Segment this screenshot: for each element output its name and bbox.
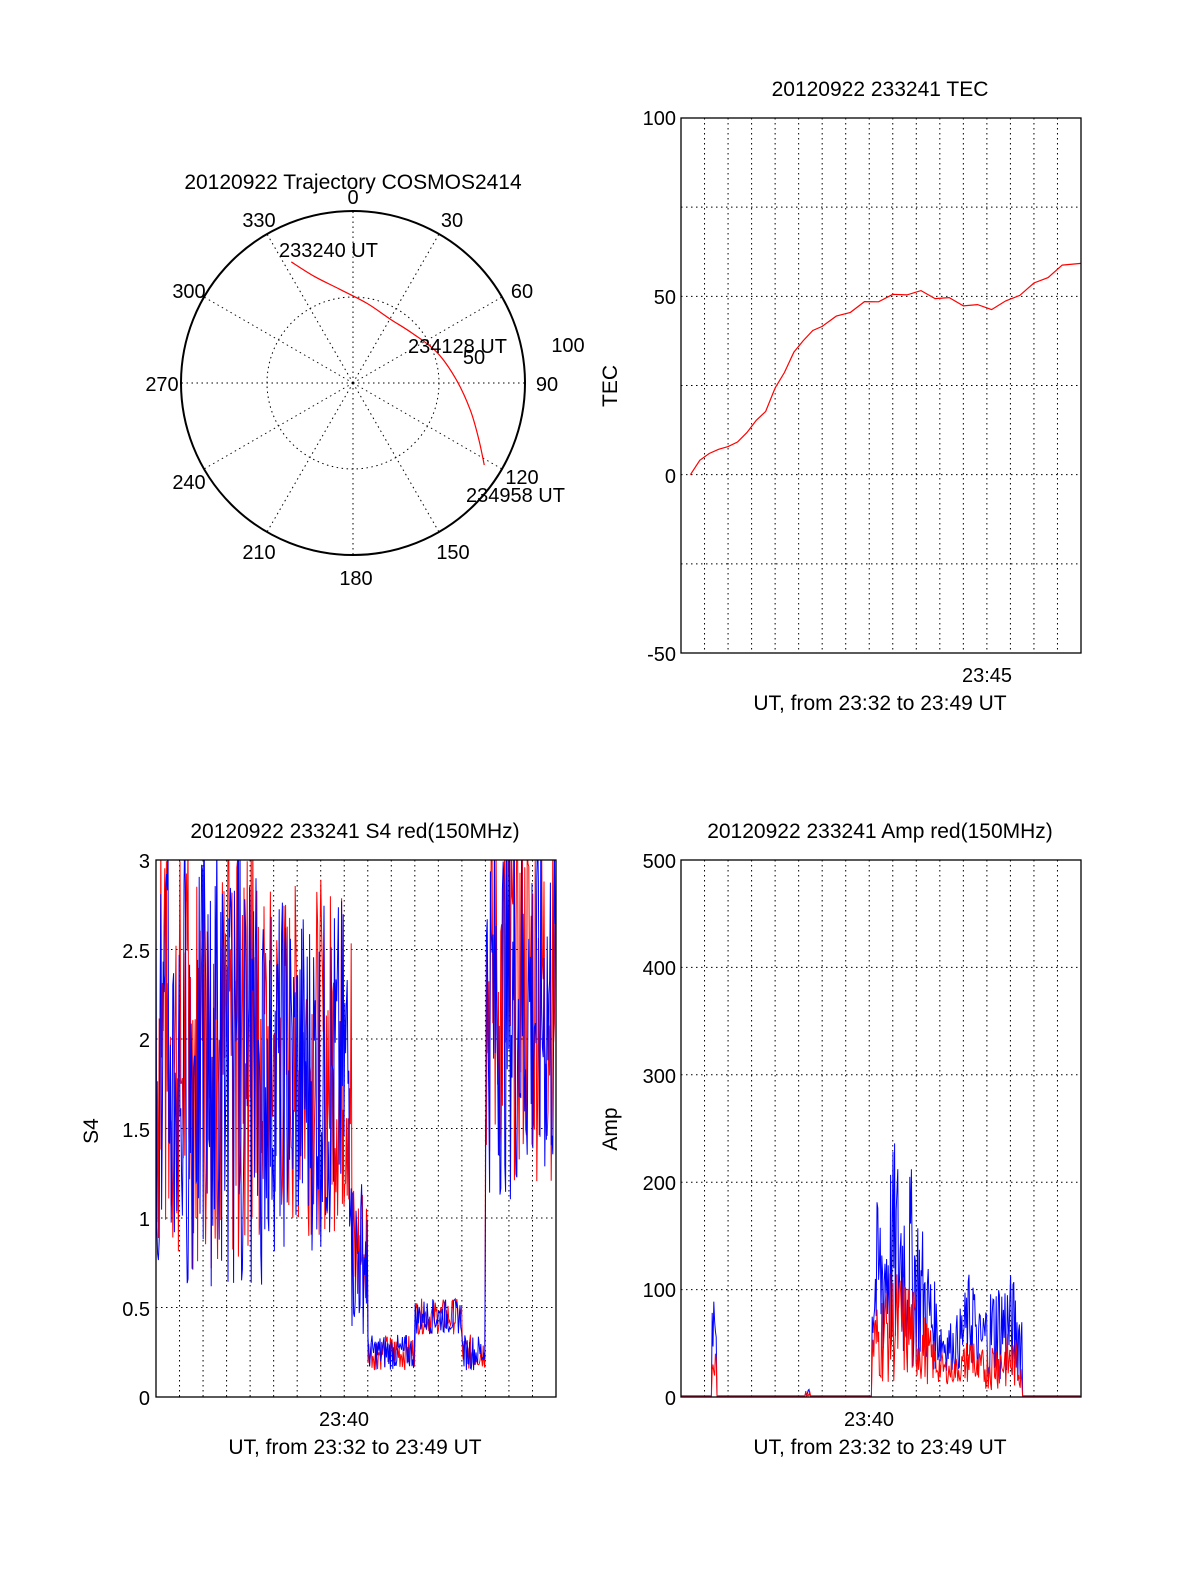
tec-grid (681, 118, 1081, 653)
s4-ytick-0.5: 0.5 (122, 1299, 150, 1321)
tec-xlabel: UT, from 23:32 to 23:49 UT (753, 692, 1006, 715)
tec-ylabel: TEC (599, 365, 622, 407)
tec-ytick-100: 100 (643, 108, 676, 130)
amp-xtick-2340: 23:40 (844, 1409, 894, 1431)
tec-plot-frame (680, 117, 1082, 654)
polar-spoke-300 (203, 296, 354, 384)
amp-title: 20120922 233241 Amp red(150MHz) (707, 820, 1053, 843)
s4-title: 20120922 233241 S4 red(150MHz) (190, 820, 519, 843)
tec-ytick-neg50: -50 (647, 644, 676, 666)
trajectory-middle-label: 234128 UT (408, 336, 507, 358)
azimuth-label-120: 120 (505, 467, 538, 489)
s4-ytick-2.5: 2.5 (122, 941, 150, 963)
azimuth-label-240: 240 (172, 472, 205, 494)
tec-panel: 20120922 233241 TEC 100 50 0 -50 23:45 U… (599, 78, 1082, 715)
amp-plot-frame (680, 859, 1082, 1398)
azimuth-label-60: 60 (511, 281, 533, 303)
s4-ytick-3: 3 (139, 851, 150, 873)
trajectory-line (290, 261, 485, 466)
s4-xlabel: UT, from 23:32 to 23:49 UT (228, 1436, 481, 1459)
amp-grid (681, 860, 1081, 1397)
azimuth-label-90: 90 (536, 374, 558, 396)
s4-plot-frame (155, 859, 557, 1398)
amp-blue-series (681, 1143, 1081, 1397)
azimuth-label-0: 0 (347, 187, 358, 209)
amp-ytick-400: 400 (643, 958, 676, 980)
amp-panel: 20120922 233241 Amp red(150MHz) 500 400 … (599, 820, 1082, 1459)
tec-title: 20120922 233241 TEC (772, 78, 989, 101)
amp-series-group (681, 1143, 1081, 1397)
polar-outer-circle (180, 210, 526, 556)
s4-ytick-2: 2 (139, 1030, 150, 1052)
tec-series-line (689, 262, 1082, 476)
s4-ytick-1: 1 (139, 1209, 150, 1231)
s4-ylabel: S4 (80, 1118, 103, 1144)
tec-xtick-2345: 23:45 (962, 665, 1012, 687)
s4-xtick-2340: 23:40 (319, 1409, 369, 1431)
radius-label-100: 100 (551, 335, 584, 357)
azimuth-label-150: 150 (436, 542, 469, 564)
amp-ylabel: Amp (599, 1107, 622, 1150)
azimuth-label-30: 30 (441, 210, 463, 232)
amp-ytick-0: 0 (665, 1388, 676, 1410)
amp-xlabel: UT, from 23:32 to 23:49 UT (753, 1436, 1006, 1459)
tec-ytick-50: 50 (654, 287, 676, 309)
polar-spoke-330 (266, 233, 354, 384)
amp-ytick-300: 300 (643, 1066, 676, 1088)
polar-grid (181, 211, 525, 555)
polar-spoke-150 (352, 382, 440, 533)
polar-spoke-30 (352, 233, 440, 384)
trajectory-start-label: 233240 UT (279, 240, 378, 262)
polar-panel: 20120922 Trajectory COSMOS2414 0 30 60 9… (145, 171, 584, 590)
s4-series-group (156, 860, 556, 1371)
amp-red-series (681, 1273, 1081, 1397)
polar-spoke-210 (266, 382, 354, 533)
s4-ytick-1.5: 1.5 (122, 1120, 150, 1142)
azimuth-label-330: 330 (242, 210, 275, 232)
polar-title: 20120922 Trajectory COSMOS2414 (184, 171, 522, 194)
amp-ytick-500: 500 (643, 851, 676, 873)
polar-spoke-240 (203, 382, 354, 470)
azimuth-label-270: 270 (145, 374, 178, 396)
s4-panel: 20120922 233241 S4 red(150MHz) 3 2.5 2 1… (80, 820, 557, 1459)
polar-spoke-60 (352, 296, 503, 384)
radius-label-50: 50 (463, 347, 485, 369)
polar-spoke-120 (352, 382, 503, 470)
azimuth-label-210: 210 (242, 542, 275, 564)
s4-blue-series (156, 860, 556, 1371)
amp-ytick-200: 200 (643, 1173, 676, 1195)
s4-ytick-0: 0 (139, 1388, 150, 1410)
trajectory-end-label: 234958 UT (466, 485, 565, 507)
tec-ytick-0: 0 (665, 466, 676, 488)
amp-ytick-100: 100 (643, 1280, 676, 1302)
azimuth-label-300: 300 (172, 281, 205, 303)
azimuth-label-180: 180 (339, 568, 372, 590)
